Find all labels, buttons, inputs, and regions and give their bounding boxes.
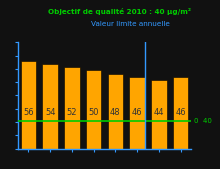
Text: 44: 44 xyxy=(154,108,164,117)
Bar xyxy=(151,80,167,149)
Text: Objectif de qualité 2010 : 40 µg/m²: Objectif de qualité 2010 : 40 µg/m² xyxy=(48,8,191,15)
Bar xyxy=(108,74,123,149)
Text: 54: 54 xyxy=(45,108,55,117)
Text: 46: 46 xyxy=(175,108,186,117)
Bar xyxy=(42,64,58,149)
Text: 48: 48 xyxy=(110,108,121,117)
Bar xyxy=(129,77,145,149)
Text: 56: 56 xyxy=(23,108,34,117)
Bar xyxy=(64,67,80,149)
Text: 0  40: 0 40 xyxy=(194,117,211,124)
Text: Valeur limite annuelle: Valeur limite annuelle xyxy=(91,21,169,27)
Text: 52: 52 xyxy=(67,108,77,117)
Bar xyxy=(173,77,188,149)
Text: 46: 46 xyxy=(132,108,142,117)
Bar xyxy=(86,70,101,149)
Bar xyxy=(21,61,36,149)
Text: 50: 50 xyxy=(88,108,99,117)
